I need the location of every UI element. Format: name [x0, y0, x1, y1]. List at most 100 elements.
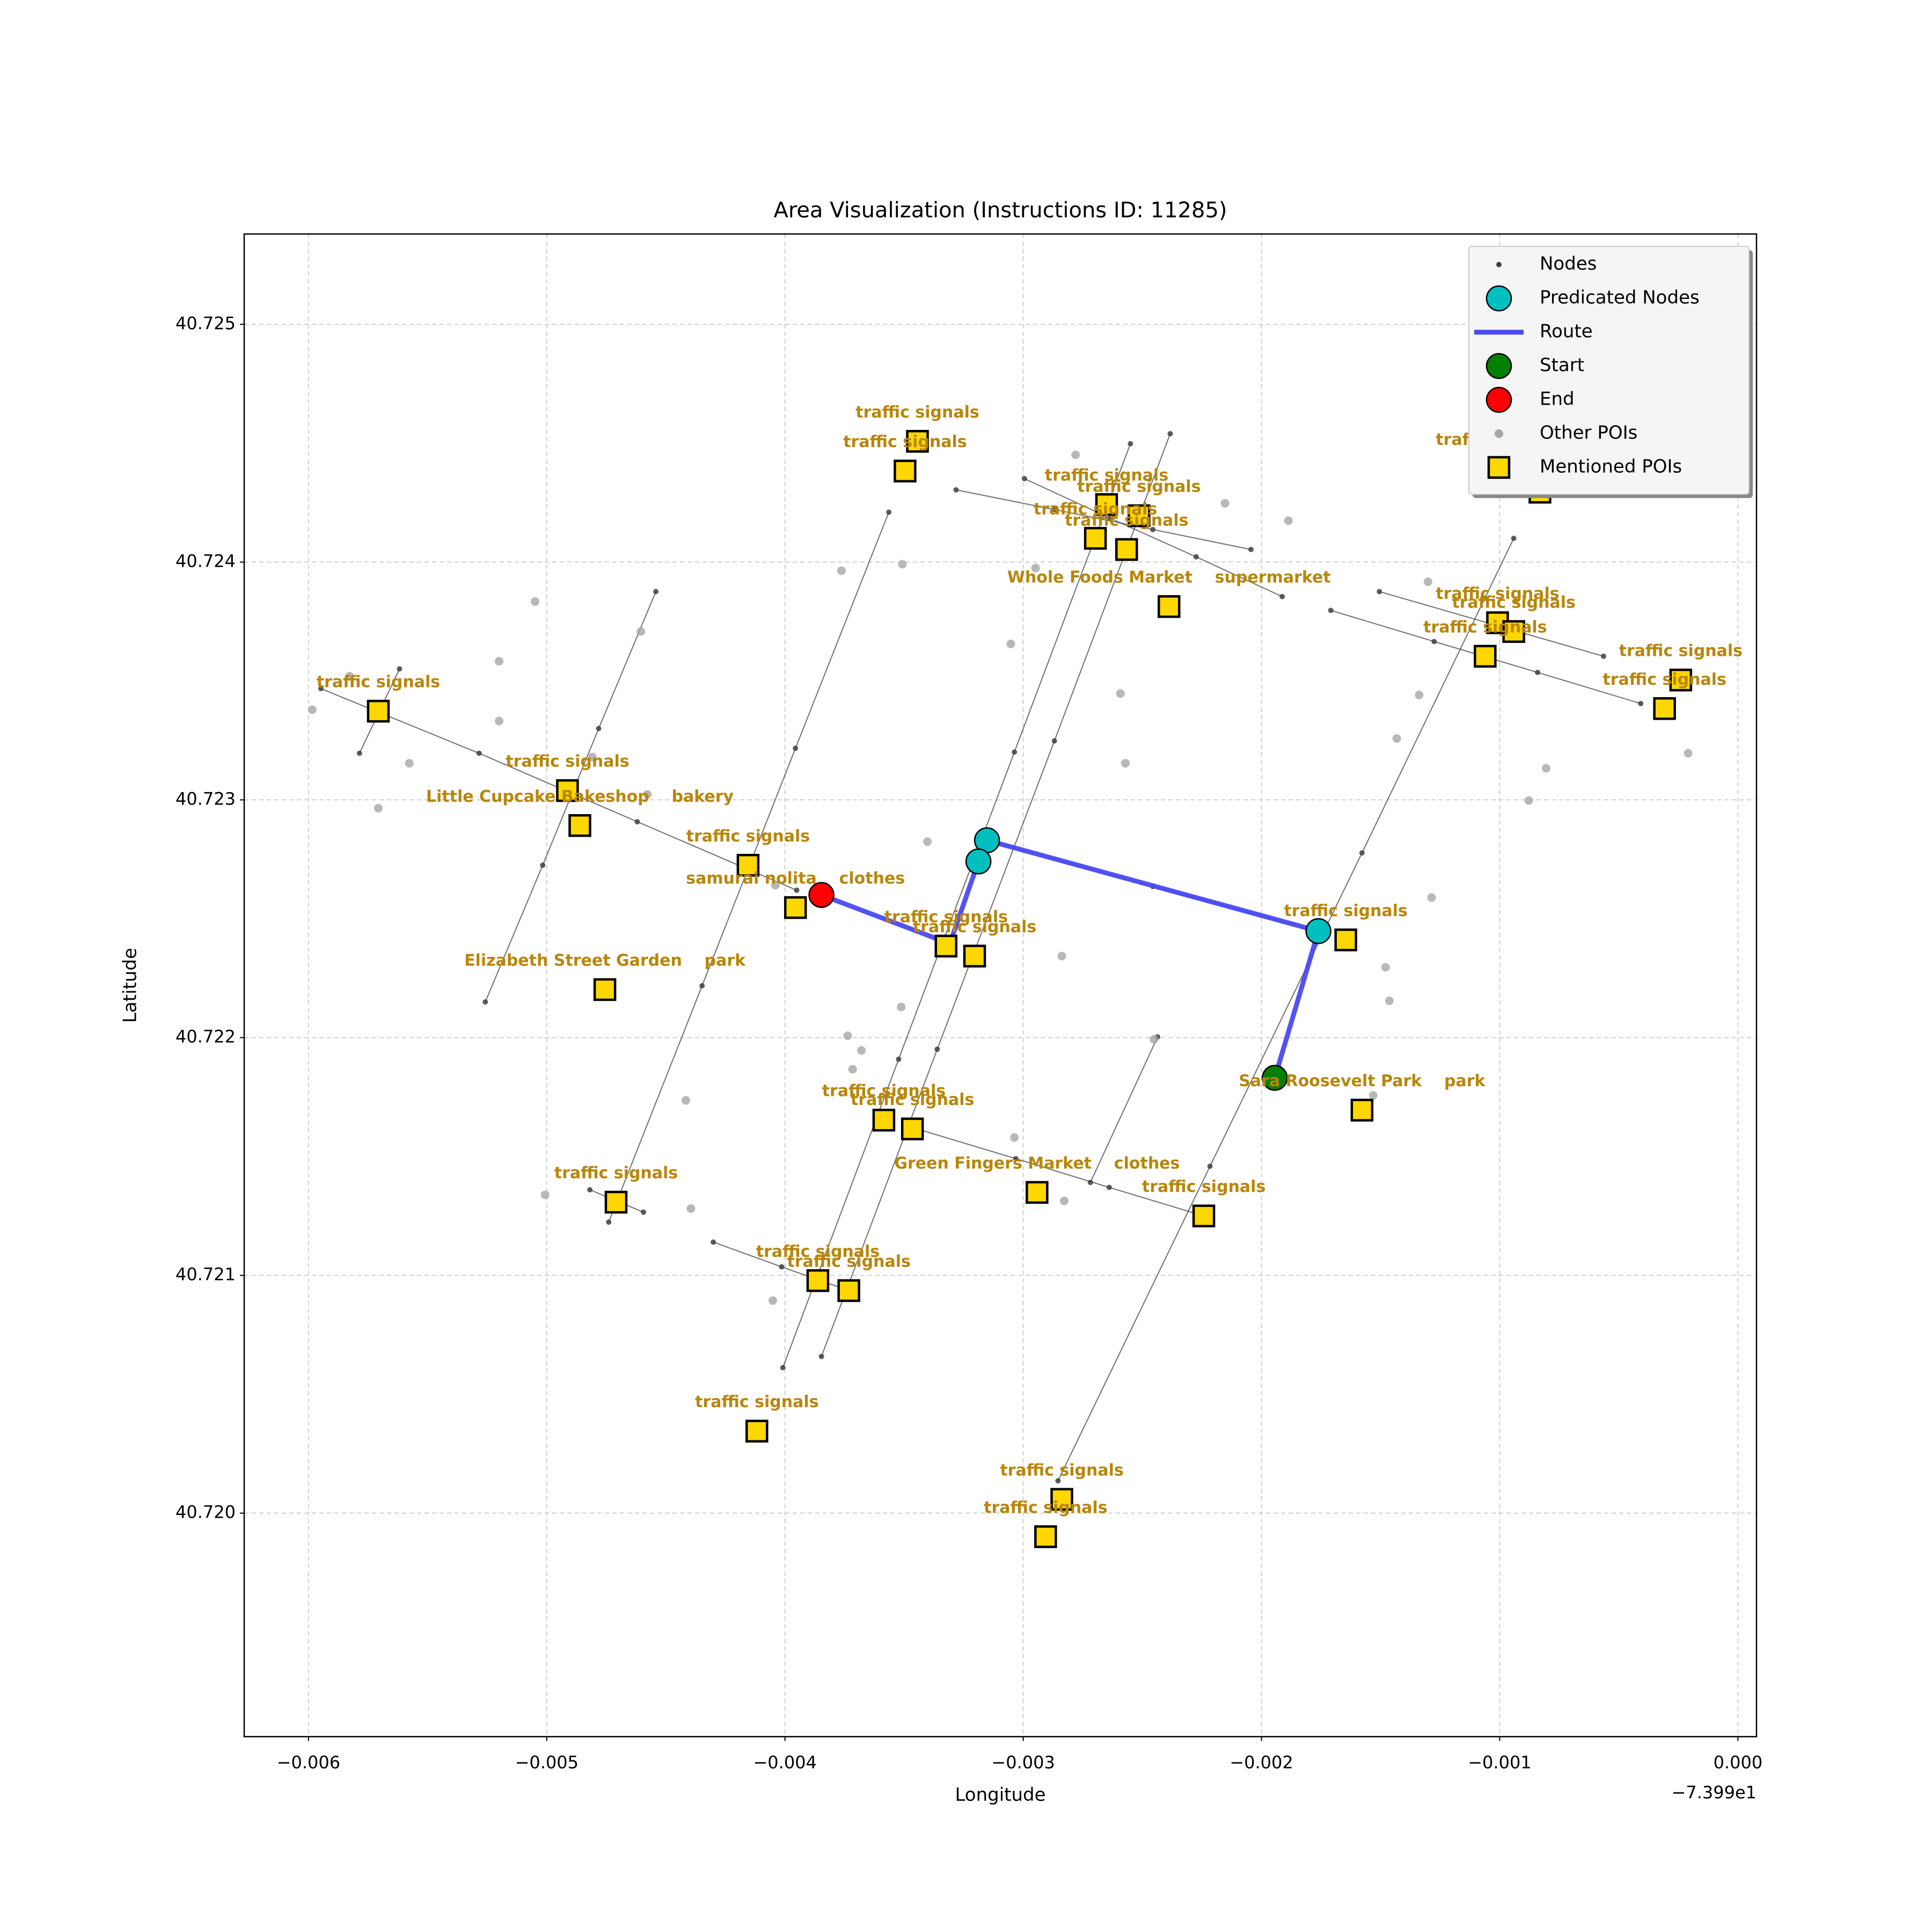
node-marker — [965, 848, 992, 875]
poi-label: traffic signals — [822, 1082, 946, 1101]
x-tick-label: −0.005 — [515, 1752, 579, 1773]
node — [1150, 526, 1156, 532]
legend-symbol — [1485, 353, 1512, 379]
mentioned-poi — [1026, 1181, 1049, 1204]
node — [1328, 608, 1334, 613]
mentioned-poi — [1669, 668, 1693, 692]
y-tick-label: 40.722 — [175, 1026, 236, 1046]
other-poi — [1684, 749, 1693, 758]
node — [1377, 589, 1382, 595]
legend-label: Other POIs — [1540, 422, 1637, 444]
y-tick-label: 40.725 — [175, 313, 236, 333]
node — [1108, 515, 1114, 521]
mentioned-poi — [906, 430, 929, 453]
street — [821, 433, 1171, 1357]
mentioned-poi — [568, 814, 591, 837]
other-poi — [682, 1096, 691, 1105]
node — [1106, 1184, 1112, 1190]
poi-label: traffic signals — [554, 1164, 678, 1183]
node — [641, 1209, 647, 1215]
other-poi — [540, 1190, 550, 1199]
node — [1055, 1478, 1061, 1484]
legend-symbol — [1495, 429, 1503, 438]
mentioned-poi — [1653, 697, 1676, 720]
other-poi — [1392, 734, 1401, 743]
other-poi — [837, 566, 846, 575]
mentioned-poi — [736, 854, 760, 877]
other-poi — [531, 597, 540, 606]
y-axis-label: Latitude — [120, 948, 141, 1023]
node — [934, 1046, 940, 1052]
poi-label: traffic signals — [686, 827, 810, 846]
mentioned-poi — [1084, 526, 1107, 550]
x-tick-label: −0.004 — [753, 1752, 816, 1773]
other-poi — [1415, 691, 1424, 700]
node — [1359, 850, 1365, 856]
other-poi — [1006, 639, 1015, 648]
other-poi — [1284, 516, 1293, 525]
other-poi — [1150, 1035, 1159, 1044]
node — [1601, 653, 1607, 659]
other-poi — [769, 1296, 778, 1305]
other-poi — [1385, 996, 1394, 1005]
poi-label: Green Fingers Market clothes — [894, 1154, 1180, 1173]
x-axis-label: Longitude — [955, 1784, 1045, 1806]
mentioned-poi — [872, 1108, 896, 1132]
other-poi — [643, 790, 652, 799]
mentioned-poi — [837, 1279, 860, 1302]
poi-label: Whole Foods Market supermarket — [1007, 568, 1331, 587]
mentioned-poi — [1128, 504, 1151, 528]
legend-box — [1468, 246, 1750, 495]
poi-label: traffic signals — [1284, 902, 1407, 920]
other-poi — [308, 705, 317, 714]
mentioned-poi — [1192, 1204, 1216, 1227]
legend-label: Route — [1540, 321, 1593, 342]
node-marker — [1305, 918, 1331, 945]
street — [1089, 1036, 1158, 1183]
other-poi — [857, 1046, 866, 1055]
node — [779, 1264, 785, 1270]
node — [794, 887, 800, 893]
mentioned-poi — [1095, 493, 1118, 516]
poi-label: traffic signals — [855, 403, 979, 422]
other-poi — [405, 759, 414, 768]
poi-label: traffic signals — [843, 433, 967, 451]
mentioned-poi — [1474, 645, 1497, 668]
other-poi — [1423, 577, 1432, 587]
legend-label: End — [1540, 389, 1575, 410]
node — [780, 1365, 786, 1371]
node — [1051, 507, 1057, 513]
mentioned-poi — [784, 896, 807, 919]
mentioned-poi — [806, 1269, 830, 1292]
other-poi — [1220, 499, 1230, 508]
node — [1087, 1180, 1093, 1185]
node — [896, 1056, 902, 1062]
poi-label: traffic signals — [1000, 1461, 1123, 1480]
node — [587, 1187, 593, 1193]
mentioned-poi — [604, 1190, 628, 1214]
mentioned-poi — [745, 1419, 769, 1443]
poi-label: traffic signals — [1452, 593, 1575, 612]
street — [1024, 478, 1283, 597]
other-poi — [1010, 1133, 1019, 1142]
poi-label: traffic signals — [1065, 511, 1188, 530]
mentioned-poi — [1034, 1525, 1057, 1548]
other-poi — [1524, 796, 1533, 805]
mentioned-poi — [1350, 1099, 1374, 1122]
other-poi — [494, 716, 503, 726]
node — [1012, 749, 1018, 755]
node — [1638, 701, 1644, 706]
poi-label: traffic signals — [1034, 500, 1157, 519]
poi-label: traffic signals — [756, 1242, 880, 1261]
poi-label: traffic signals — [1045, 466, 1168, 485]
node-marker — [808, 882, 835, 908]
legend-symbol — [1485, 386, 1512, 413]
y-tick-label: 40.723 — [175, 788, 236, 809]
y-tick-label: 40.721 — [175, 1264, 236, 1285]
mentioned-poi — [894, 459, 917, 482]
node — [1535, 669, 1541, 675]
street — [920, 1129, 1204, 1217]
street — [956, 489, 1252, 550]
poi-label: traffic signals — [851, 1091, 974, 1109]
